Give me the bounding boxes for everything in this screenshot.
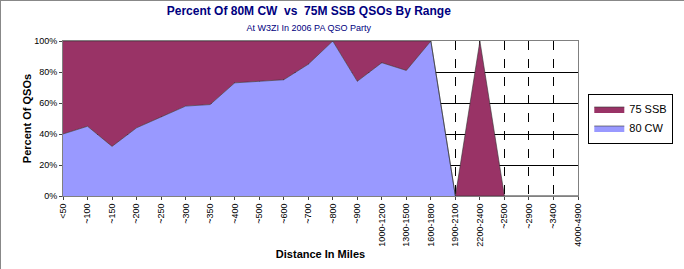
svg-text:20%: 20% — [39, 160, 57, 170]
svg-text:~2500: ~2500 — [499, 204, 509, 229]
svg-text:~300: ~300 — [181, 204, 191, 224]
svg-text:Percent Of 80M CW vs 75M SSB: Percent Of 80M CW vs 75M SSB QSOs By Ran… — [167, 4, 451, 33]
svg-text:~600: ~600 — [279, 204, 289, 224]
svg-text:2200-2400: 2200-2400 — [475, 204, 485, 247]
svg-text:100%: 100% — [34, 36, 57, 46]
svg-text:Percent Of QSOs: Percent Of QSOs — [21, 74, 33, 163]
svg-text:<50: <50 — [58, 204, 68, 219]
svg-text:4000-4900: 4000-4900 — [573, 204, 583, 247]
svg-text:~350: ~350 — [205, 204, 215, 224]
svg-text:~150: ~150 — [107, 204, 117, 224]
svg-text:1300-1500: 1300-1500 — [401, 204, 411, 247]
svg-text:~250: ~250 — [156, 204, 166, 224]
svg-text:~200: ~200 — [131, 204, 141, 224]
svg-text:1600-1800: 1600-1800 — [426, 204, 436, 247]
svg-text:Distance In Miles: Distance In Miles — [276, 248, 365, 260]
svg-text:~500: ~500 — [254, 204, 264, 224]
svg-text:1900-2100: 1900-2100 — [450, 204, 460, 247]
svg-text:~2900: ~2900 — [524, 204, 534, 229]
svg-text:~700: ~700 — [303, 204, 313, 224]
svg-text:1000-1200: 1000-1200 — [377, 204, 387, 247]
svg-text:~100: ~100 — [82, 204, 92, 224]
svg-text:80 CW: 80 CW — [629, 122, 663, 134]
svg-text:~800: ~800 — [328, 204, 338, 224]
svg-text:75 SSB: 75 SSB — [629, 103, 666, 115]
svg-text:80%: 80% — [39, 67, 57, 77]
svg-text:40%: 40% — [39, 129, 57, 139]
svg-text:60%: 60% — [39, 98, 57, 108]
svg-text:~900: ~900 — [352, 204, 362, 224]
svg-text:0%: 0% — [44, 191, 57, 201]
svg-text:~400: ~400 — [230, 204, 240, 224]
svg-text:~3400: ~3400 — [548, 204, 558, 229]
